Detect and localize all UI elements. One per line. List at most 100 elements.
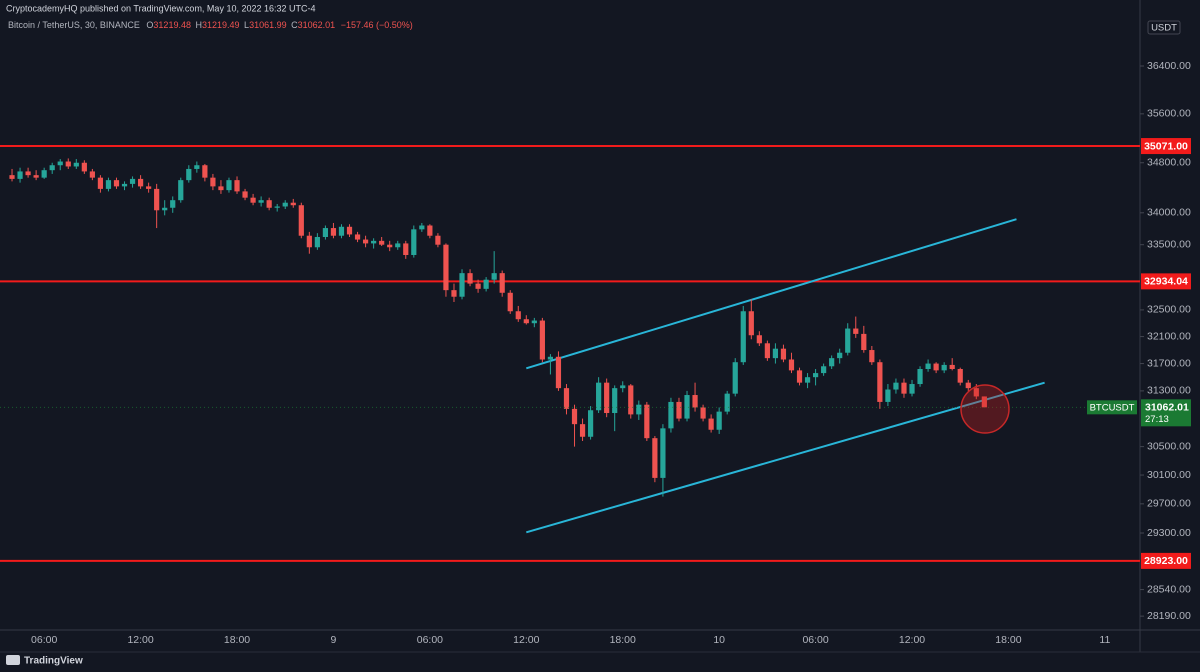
- candle-body: [555, 356, 562, 389]
- candle-body: [708, 418, 714, 430]
- y-tick-label: 29300.00: [1147, 527, 1191, 539]
- brand-logo: [6, 655, 20, 665]
- ohlc-letter: L: [244, 20, 249, 30]
- candle-body: [877, 362, 883, 402]
- candle-body: [33, 175, 39, 178]
- candle-body: [941, 364, 947, 371]
- candle-body: [483, 279, 489, 289]
- candle-body: [443, 244, 449, 291]
- x-tick-label: 18:00: [610, 634, 636, 646]
- candle-body: [507, 292, 513, 312]
- x-tick-label: 12:00: [899, 634, 925, 646]
- candle-body: [274, 206, 280, 208]
- candle-body: [949, 364, 955, 370]
- highlight-circle: [960, 384, 1010, 434]
- candle-body: [73, 162, 79, 167]
- x-tick-label: 11: [1099, 634, 1110, 646]
- candle-body: [314, 237, 320, 248]
- candle-body: [587, 410, 594, 437]
- x-tick-label: 12:00: [127, 634, 153, 646]
- candle-body: [330, 228, 337, 236]
- candle-body: [41, 170, 47, 178]
- countdown: 27:13: [1145, 414, 1169, 425]
- candle-body: [170, 200, 176, 208]
- candle-body: [346, 226, 353, 235]
- level-badge: [1141, 273, 1191, 290]
- candle-body: [178, 180, 184, 201]
- candle-body: [668, 401, 674, 429]
- candle-body: [837, 352, 843, 359]
- candle-body: [65, 161, 71, 167]
- candle-body: [692, 395, 698, 408]
- candle-body: [242, 191, 248, 198]
- candle-body: [491, 273, 497, 280]
- symbol-tag-box: [1087, 400, 1137, 415]
- candle-body: [515, 311, 521, 320]
- candle-body: [258, 200, 264, 203]
- y-tick-label: 36400.00: [1147, 60, 1191, 72]
- candle-body: [644, 404, 650, 439]
- level-label: 35071.00: [1144, 140, 1188, 152]
- candle-body: [162, 207, 168, 211]
- candle-body: [435, 235, 441, 245]
- candle-body: [676, 401, 682, 419]
- candle-body: [523, 319, 529, 324]
- candle-body: [571, 408, 578, 425]
- candle-body: [796, 370, 803, 383]
- candle-body: [861, 333, 867, 351]
- candle-body: [411, 229, 417, 256]
- y-tick-label: 33500.00: [1147, 238, 1191, 250]
- x-tick-label: 12:00: [513, 634, 539, 646]
- candle-body: [901, 382, 907, 394]
- currency-box: [1147, 20, 1181, 35]
- candle-body: [9, 175, 15, 179]
- candle-body: [981, 396, 987, 408]
- candle-body: [869, 350, 875, 363]
- symbol-tag: BTCUSDT: [1090, 402, 1135, 413]
- candle-body: [467, 273, 473, 284]
- change: −157.46 (−0.50%): [341, 20, 413, 30]
- candle-body: [499, 273, 505, 293]
- candle-body: [628, 385, 634, 415]
- candle-body: [154, 188, 160, 211]
- candle-body: [925, 363, 931, 370]
- candle-body: [539, 320, 545, 360]
- candle-body: [459, 273, 465, 297]
- brand: TradingView: [24, 656, 83, 667]
- candle-body: [97, 177, 104, 189]
- last-price: 31062.01: [1145, 402, 1189, 414]
- candle-body: [322, 228, 329, 238]
- y-tick-label: 35600.00: [1147, 108, 1191, 120]
- candle-body: [845, 328, 851, 353]
- candle-body: [740, 311, 746, 363]
- candle-body: [772, 348, 779, 359]
- candle-body: [362, 239, 369, 244]
- candle-body: [194, 165, 200, 169]
- y-tick-label: 31300.00: [1147, 385, 1191, 397]
- candle-body: [81, 162, 87, 172]
- candle-body: [684, 395, 690, 419]
- candle-body: [210, 177, 216, 187]
- candle-body: [282, 202, 288, 207]
- candle-body: [290, 202, 296, 206]
- candle-body: [234, 180, 240, 192]
- candle-body: [547, 356, 554, 360]
- candle-body: [89, 171, 95, 178]
- candle-body: [804, 377, 811, 383]
- candle-body: [748, 311, 754, 336]
- candle-body: [105, 180, 112, 189]
- candle-body: [829, 358, 835, 367]
- candle-body: [49, 165, 55, 171]
- candle-body: [620, 385, 626, 389]
- candle-body: [57, 161, 63, 166]
- x-tick-label: 9: [331, 634, 337, 646]
- x-tick-label: 06:00: [802, 634, 828, 646]
- candle-body: [732, 362, 738, 394]
- candle-body: [957, 369, 963, 383]
- x-tick-label: 18:00: [995, 634, 1021, 646]
- candle-body: [129, 178, 136, 184]
- ohlc-value: 31062.01: [298, 20, 336, 30]
- y-tick-label: 32500.00: [1147, 304, 1191, 316]
- candle-body: [917, 369, 923, 385]
